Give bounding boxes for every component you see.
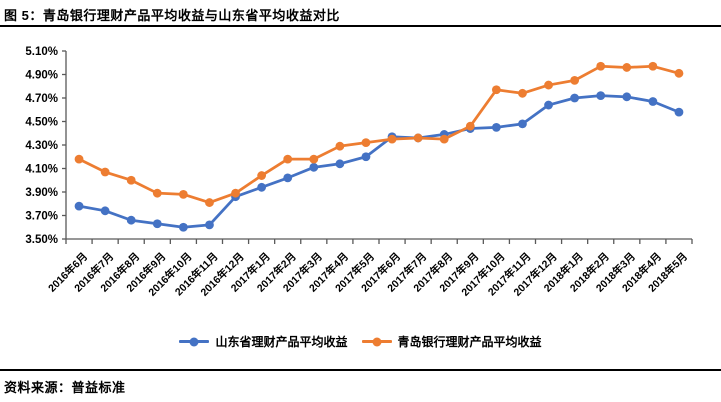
y-tick-label: 4.50% bbox=[25, 117, 58, 129]
legend-line-marker-orange bbox=[361, 337, 392, 346]
data-point-qingdao_orange bbox=[257, 171, 267, 180]
data-point-shandong_blue bbox=[491, 122, 501, 132]
y-tick-label: 3.70% bbox=[25, 211, 58, 223]
legend-line-marker-blue bbox=[179, 337, 210, 346]
title-divider bbox=[0, 25, 721, 27]
data-point-qingdao_orange bbox=[74, 154, 84, 164]
footer-divider bbox=[0, 369, 721, 371]
chart-title: 图 5：青岛银行理财产品平均收益与山东省平均收益对比 bbox=[4, 8, 340, 23]
data-point-shandong_blue bbox=[152, 219, 162, 229]
data-point-qingdao_orange bbox=[648, 61, 658, 71]
data-point-qingdao_orange bbox=[622, 63, 632, 72]
y-tick-label: 5.10% bbox=[25, 46, 58, 58]
source-note: 资料来源：普益标准 bbox=[4, 380, 126, 395]
data-point-shandong_blue bbox=[570, 93, 580, 103]
data-point-shandong_blue bbox=[648, 97, 658, 106]
data-point-qingdao_orange bbox=[596, 61, 606, 71]
y-tick-label: 4.70% bbox=[25, 93, 58, 105]
data-point-shandong_blue bbox=[518, 119, 527, 129]
y-tick-label: 3.90% bbox=[25, 187, 58, 199]
legend-item-qingdao[interactable]: 青岛银行理财产品平均收益 bbox=[361, 333, 542, 350]
chart-line-qingdao_orange bbox=[77, 64, 681, 204]
data-point-qingdao_orange bbox=[439, 134, 449, 144]
chart-line-shandong_blue bbox=[77, 94, 681, 229]
legend-label-qingdao: 青岛银行理财产品平均收益 bbox=[397, 335, 542, 349]
data-point-shandong_blue bbox=[283, 173, 293, 183]
data-point-shandong_blue bbox=[100, 206, 110, 216]
data-point-qingdao_orange bbox=[544, 80, 553, 90]
data-point-qingdao_orange bbox=[465, 121, 475, 131]
data-point-shandong_blue bbox=[544, 100, 553, 110]
data-point-qingdao_orange bbox=[283, 154, 293, 164]
legend-label-shandong: 山东省理财产品平均收益 bbox=[215, 335, 348, 349]
legend-item-shandong[interactable]: 山东省理财产品平均收益 bbox=[179, 333, 348, 350]
data-point-qingdao_orange bbox=[387, 134, 397, 144]
data-point-qingdao_orange bbox=[231, 188, 240, 198]
data-point-shandong_blue bbox=[178, 222, 188, 232]
data-point-qingdao_orange bbox=[491, 85, 501, 95]
data-point-shandong_blue bbox=[74, 201, 84, 211]
data-point-qingdao_orange bbox=[674, 68, 684, 78]
data-point-shandong_blue bbox=[309, 162, 319, 172]
data-point-qingdao_orange bbox=[413, 133, 423, 143]
data-point-qingdao_orange bbox=[335, 141, 345, 151]
data-point-qingdao_orange bbox=[100, 167, 110, 177]
data-point-shandong_blue bbox=[335, 159, 345, 169]
data-point-qingdao_orange bbox=[309, 154, 319, 164]
data-point-qingdao_orange bbox=[518, 88, 527, 98]
data-point-shandong_blue bbox=[361, 152, 371, 162]
data-point-shandong_blue bbox=[596, 91, 606, 101]
line-chart: 3.50% 3.70% 3.90% 4.10% 4.30% 4.50% 4.70% 4.90%… bbox=[25, 46, 693, 299]
legend-dot-icon bbox=[189, 337, 199, 346]
data-point-shandong_blue bbox=[126, 215, 136, 225]
y-tick-label: 4.90% bbox=[25, 70, 58, 82]
data-point-shandong_blue bbox=[674, 107, 684, 117]
data-point-qingdao_orange bbox=[205, 198, 214, 207]
data-point-qingdao_orange bbox=[126, 175, 136, 185]
legend-dot-icon bbox=[372, 337, 381, 346]
data-point-qingdao_orange bbox=[570, 75, 580, 85]
y-tick-label: 3.50% bbox=[25, 234, 58, 246]
y-tick-label: 4.30% bbox=[25, 140, 58, 152]
data-point-shandong_blue bbox=[622, 92, 632, 102]
data-point-qingdao_orange bbox=[361, 138, 371, 148]
data-point-qingdao_orange bbox=[152, 188, 162, 198]
y-tick-label: 4.10% bbox=[25, 164, 58, 176]
data-point-shandong_blue bbox=[205, 220, 214, 230]
data-point-qingdao_orange bbox=[178, 189, 188, 199]
data-point-shandong_blue bbox=[257, 182, 267, 192]
chart-legend: 山东省理财产品平均收益 青岛银行理财产品平均收益 bbox=[0, 333, 721, 350]
